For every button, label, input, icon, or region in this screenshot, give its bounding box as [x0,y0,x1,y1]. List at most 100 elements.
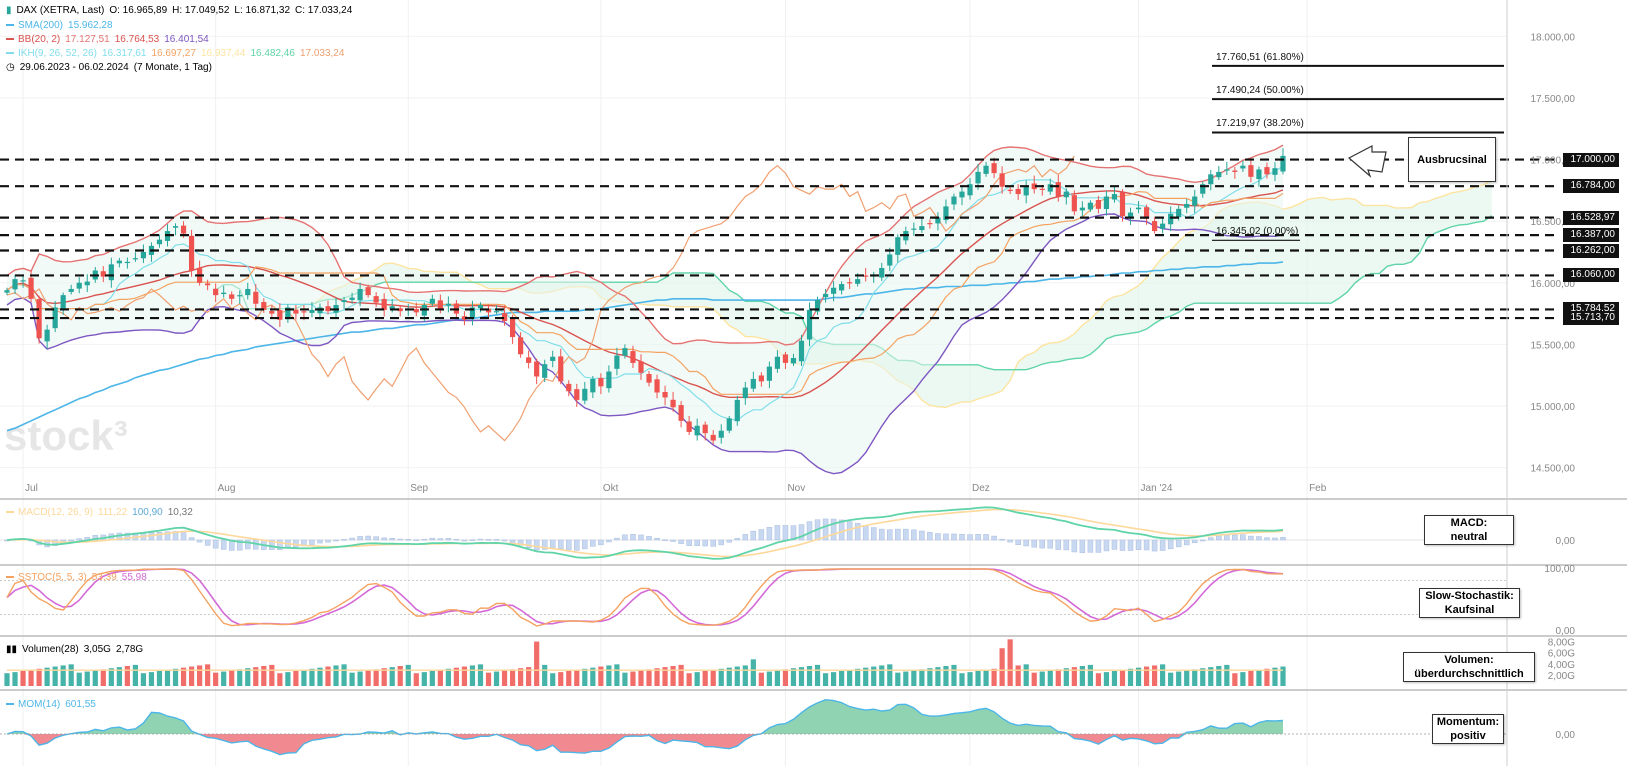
macd-histogram-bar [333,539,339,542]
volume-bar [309,668,315,686]
volume-bar [1160,664,1166,686]
macd-histogram-bar [1159,539,1166,551]
macd-histogram-bar [485,539,492,541]
volume-bar [1031,672,1037,686]
macd-histogram-bar [1031,539,1037,548]
candle [574,389,580,400]
candle [261,302,267,310]
volume-bar [437,669,443,686]
macd-histogram-bar [429,537,436,541]
macd-histogram-bar [951,533,957,541]
macd-signal-value: neutral [1450,531,1488,543]
candle [774,356,781,369]
candle [501,313,508,322]
macd-histogram-bar [501,539,508,542]
candle [590,378,596,393]
ssto-slow-line [6,568,1284,626]
volume-bar [654,668,660,686]
volume-bar [991,668,997,686]
x-tick-label: Okt [603,483,619,494]
candle [509,318,516,338]
legend-bb-upper: 17.127,51 [65,34,110,45]
volume-bar [903,671,909,686]
volume-bar [999,648,1005,686]
macd-histogram-bar [710,539,716,547]
volume-bar [197,665,203,686]
candle [221,292,227,295]
candle [124,261,130,264]
volume-bar [518,668,524,686]
candle [373,296,379,303]
candle [638,361,644,373]
candle [1224,169,1230,171]
macd-histogram-bar [1023,539,1029,547]
candle [606,371,612,389]
volume-bar [678,664,684,686]
momentum-signal-box: Momentum: positiv [1432,714,1504,744]
candle [461,316,468,320]
candle [1103,196,1110,209]
candle [36,299,42,339]
legend-sma-value: 15.962,28 [68,20,113,31]
macd-histogram-bar [124,532,131,541]
macd-histogram-bar [1111,539,1118,550]
volume-bar [1127,668,1134,686]
volume-signal-box: Volumen: überdurchschnittlich [1403,652,1535,682]
candle [180,225,187,234]
volume-bar [1232,673,1238,686]
volume-bar [798,667,805,686]
candle [1272,168,1278,175]
volume-bar [758,672,764,686]
volume-bar [919,669,925,686]
chart-icon: ▮ [6,5,12,16]
volume-bar [509,669,516,686]
volume-bar [895,672,901,686]
candle [566,383,572,392]
ssto-axis-label-bottom: 0,00 [1556,626,1576,637]
x-tick-label: Jan '24 [1141,483,1173,494]
candle [726,418,732,431]
candle [469,307,476,318]
macd-histogram-bar [172,531,179,541]
macd-histogram-bar [614,537,620,541]
volume-bar [301,669,307,686]
macd-histogram-bar [566,539,572,550]
legend-interval: (7 Monate, 1 Tag) [133,62,212,73]
volume-bar [590,667,596,686]
volume-bar [469,665,476,686]
candle [822,293,829,298]
candle [445,303,451,306]
macd-histogram-bar [533,539,540,551]
candle [1071,195,1077,212]
price-level-tag: 16.060,00 [1563,268,1619,283]
volume-bar [790,668,797,686]
legend-ssto-name: SSTOC(5, 5, 3) [18,572,87,583]
candle [1111,194,1118,200]
candle [1063,191,1069,198]
macd-histogram-bar [477,538,484,541]
volume-bar [1079,666,1085,686]
candle [1160,223,1166,229]
macd-histogram-bar [493,539,500,541]
candle [1176,208,1182,218]
macd-histogram-bar [413,539,420,541]
y-tick-label: 16.000,00 [1531,279,1576,290]
candle [670,399,676,408]
macd-histogram-bar [389,538,395,541]
macd-histogram-bar [1087,539,1094,553]
fibonacci-label: 17.760,51 (61.80%) [1216,51,1304,63]
macd-histogram-bar [277,539,283,551]
ichimoku-tenkan [6,165,1284,421]
candle [325,306,331,312]
legend-vol: ▮▮ Volumen(28) 3,05G 2,78G [6,643,148,656]
volume-bar [911,670,917,686]
legend-open: O: 16.965,89 [109,5,168,16]
legend-high: H: 17.049,52 [172,5,230,16]
macd-histogram-bar [1015,539,1021,545]
volume-bar [574,669,580,686]
volume-bar [245,668,251,686]
candle [999,173,1005,187]
candle [1192,196,1198,206]
volume-bar [598,666,604,686]
